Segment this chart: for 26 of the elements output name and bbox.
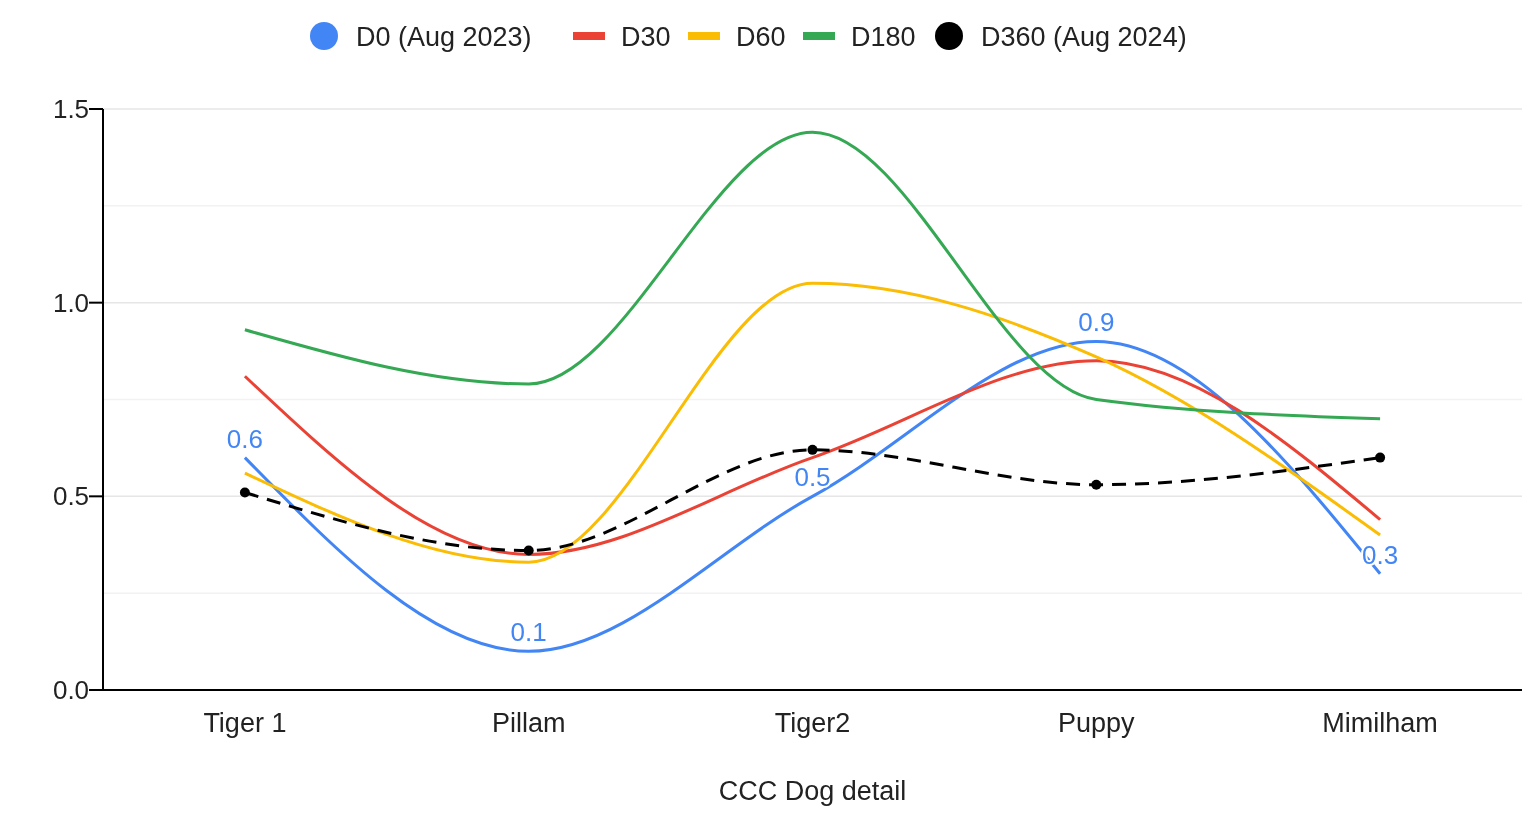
x-tick-label: Tiger 1 — [203, 708, 287, 738]
legend-label: D0 (Aug 2023) — [356, 22, 532, 52]
data-label: 0.3 — [1362, 539, 1399, 570]
point — [807, 444, 818, 455]
data-label: 0.9 — [1078, 307, 1115, 338]
point — [239, 487, 250, 498]
point — [523, 545, 534, 556]
y-tick-label: 1.0 — [52, 287, 90, 318]
x-tick-label: Tiger2 — [774, 708, 851, 738]
legend-label: D30 — [621, 22, 671, 52]
y-tick-label: 0.0 — [52, 675, 90, 705]
y-tick-label: 0.5 — [52, 481, 90, 512]
line-series — [243, 130, 1382, 421]
legend-label: D180 — [851, 22, 916, 52]
legend-label: D60 — [736, 22, 786, 52]
x-tick-label: Mimilham — [1322, 708, 1438, 738]
point — [1091, 479, 1102, 490]
legend-label: D360 (Aug 2024) — [981, 22, 1187, 52]
x-tick-label: Puppy — [1058, 708, 1136, 738]
x-tick-label: Pillam — [491, 708, 566, 738]
point — [1375, 452, 1386, 463]
data-label: 0.1 — [510, 617, 547, 648]
data-label: 0.5 — [794, 462, 831, 493]
y-tick-label: 1.5 — [52, 94, 90, 124]
x-axis-title: CCC Dog detail — [718, 776, 907, 806]
data-label: 0.6 — [226, 423, 263, 454]
